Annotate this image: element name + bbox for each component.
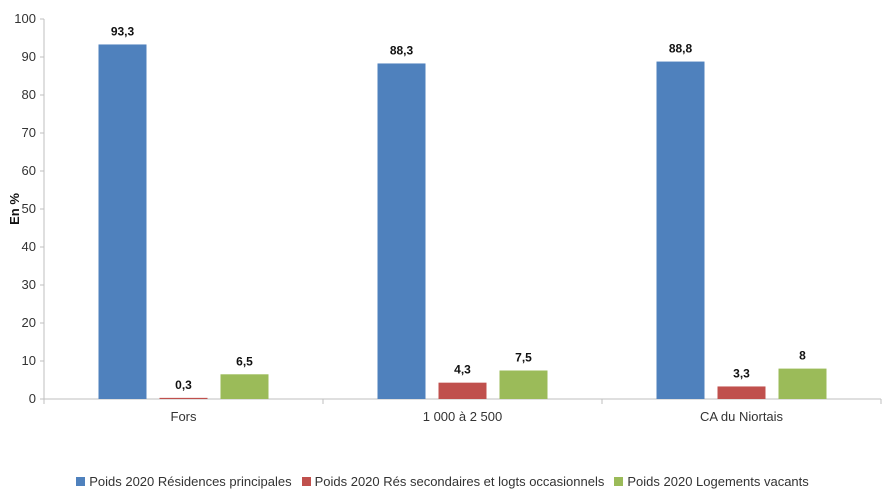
legend-item: Poids 2020 Logements vacants: [614, 474, 809, 489]
data-label: 0,3: [175, 378, 192, 392]
data-label: 3,3: [733, 366, 750, 380]
y-axis-label: En %: [7, 193, 22, 225]
y-tick-label: 80: [22, 87, 36, 102]
legend-item: Poids 2020 Rés secondaires et logts occa…: [301, 474, 605, 489]
bar: [220, 374, 269, 399]
bar: [438, 382, 487, 399]
bar: [159, 397, 208, 399]
y-tick-label: 100: [14, 11, 36, 26]
x-category-label: Fors: [171, 409, 198, 424]
data-label: 8: [799, 349, 806, 363]
bar: [98, 44, 147, 400]
x-category-label: CA du Niortais: [700, 409, 784, 424]
data-label: 6,5: [236, 354, 253, 368]
y-tick-label: 40: [22, 239, 36, 254]
y-tick-label: 60: [22, 163, 36, 178]
data-label: 7,5: [515, 351, 532, 365]
bar: [717, 386, 766, 399]
legend-swatch: [614, 477, 624, 486]
y-tick-label: 70: [22, 125, 36, 140]
bar: [656, 61, 705, 400]
data-label: 93,3: [111, 24, 135, 38]
data-label: 4,3: [454, 363, 471, 377]
y-tick-label: 30: [22, 277, 36, 292]
legend-swatch: [76, 477, 86, 486]
legend-label: Poids 2020 Rés secondaires et logts occa…: [314, 474, 605, 489]
bar: [499, 370, 548, 399]
y-tick-label: 90: [22, 49, 36, 64]
legend-label: Poids 2020 Logements vacants: [627, 474, 809, 489]
y-tick-label: 20: [22, 315, 36, 330]
data-label: 88,3: [390, 43, 414, 57]
y-tick-label: 10: [22, 353, 36, 368]
y-tick-label: 50: [22, 201, 36, 216]
y-tick-label: 0: [29, 391, 36, 406]
data-label: 88,8: [669, 42, 693, 56]
legend-swatch: [301, 477, 311, 486]
legend: Poids 2020 Résidences principales Poids 2…: [0, 474, 885, 489]
bar: [778, 368, 827, 399]
legend-label: Poids 2020 Résidences principales: [89, 474, 292, 489]
bar: [377, 63, 426, 400]
legend-item: Poids 2020 Résidences principales: [76, 474, 292, 489]
x-category-label: 1 000 à 2 500: [423, 409, 503, 424]
